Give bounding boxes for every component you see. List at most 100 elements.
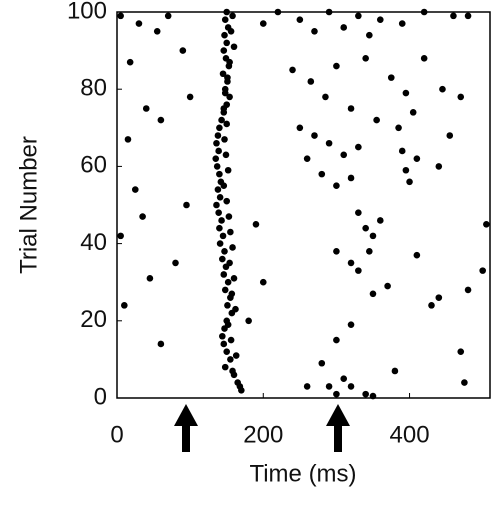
- spike-dot: [420, 8, 428, 16]
- spike-dot: [406, 178, 413, 186]
- spike-dot: [340, 151, 348, 159]
- x-axis-label: Time (ms): [249, 460, 356, 487]
- spike-dot: [227, 228, 234, 236]
- spike-dot: [461, 379, 468, 386]
- spike-dot: [186, 93, 194, 101]
- spike-dot: [183, 201, 190, 209]
- arrow: [326, 404, 350, 452]
- spike-dot: [402, 166, 410, 174]
- spike-dot: [220, 47, 228, 54]
- spike-dot: [219, 232, 227, 240]
- spike-dot: [228, 290, 236, 298]
- spike-dot: [303, 155, 311, 162]
- spike-dot: [221, 286, 229, 294]
- spike-dot: [224, 278, 232, 286]
- spike-dot: [227, 356, 234, 363]
- spike-dot: [216, 224, 223, 232]
- spike-dot: [153, 28, 161, 35]
- spike-dot: [369, 290, 377, 298]
- spike-dot: [333, 248, 340, 255]
- spike-dot: [366, 31, 373, 39]
- spike-dot: [391, 367, 399, 375]
- spike-dot: [420, 55, 428, 62]
- spike-dot: [223, 348, 231, 355]
- spike-dot: [325, 383, 333, 390]
- spike-dot: [439, 85, 446, 93]
- spike-dot: [311, 28, 318, 35]
- spike-dot: [362, 224, 369, 232]
- spike-dot: [216, 193, 224, 201]
- spike-dot: [224, 74, 231, 81]
- spike-dot: [355, 143, 362, 151]
- spike-dot: [142, 105, 150, 112]
- spike-dot: [245, 317, 252, 325]
- spike-dot: [340, 24, 348, 31]
- spike-dot: [223, 39, 231, 47]
- spike-dot: [224, 302, 231, 309]
- spike-dot: [179, 47, 187, 54]
- spike-dot: [464, 12, 472, 20]
- spike-dot: [172, 259, 179, 267]
- spike-dot: [333, 336, 340, 344]
- spike-dot: [221, 16, 229, 24]
- spike-dot: [296, 16, 304, 24]
- spike-dot: [296, 124, 304, 132]
- spike-dot: [117, 12, 124, 20]
- spike-dot: [220, 105, 228, 112]
- spike-dot: [221, 248, 228, 255]
- spike-dot: [216, 124, 223, 132]
- y-tick-label: 40: [80, 229, 107, 256]
- spike-dot: [325, 8, 333, 16]
- spike-dot: [215, 147, 222, 155]
- spike-dot: [325, 139, 333, 147]
- spike-dot: [219, 255, 226, 263]
- spike-dot: [229, 244, 236, 251]
- spike-dot: [347, 259, 355, 267]
- spike-dot: [121, 302, 128, 309]
- spike-dot: [483, 221, 490, 228]
- spike-dot: [366, 248, 373, 255]
- spike-dot: [464, 286, 472, 294]
- spike-dot: [347, 174, 355, 182]
- spike-dot: [214, 132, 222, 139]
- spike-dot: [223, 120, 231, 128]
- spike-dot: [398, 147, 406, 155]
- spike-dot: [311, 132, 318, 139]
- spike-dot: [221, 136, 228, 143]
- spike-dot: [428, 302, 435, 309]
- spike-dot: [212, 155, 220, 162]
- spike-dot: [318, 170, 326, 178]
- y-tick-label: 20: [80, 306, 107, 333]
- spike-dot: [219, 70, 227, 78]
- spike-dot: [355, 209, 362, 217]
- spike-dot: [220, 182, 228, 189]
- spike-dot: [221, 89, 229, 97]
- spike-dot: [226, 259, 233, 267]
- spike-dot: [216, 240, 224, 247]
- spike-dot: [362, 55, 369, 62]
- spike-dot: [289, 66, 296, 74]
- spike-dot: [117, 232, 124, 240]
- spike-dot: [362, 390, 369, 398]
- spike-dot: [369, 232, 377, 240]
- spike-dot: [355, 12, 362, 20]
- spike-dot: [232, 305, 239, 313]
- spike-dot: [223, 8, 231, 16]
- spike-dot: [274, 8, 282, 16]
- spike-dot: [376, 16, 384, 24]
- spike-dot: [226, 93, 233, 101]
- spike-dot: [398, 20, 406, 27]
- spike-dot: [230, 43, 238, 51]
- spike-dot: [124, 136, 132, 143]
- spike-dot: [347, 383, 355, 390]
- spike-dot: [340, 375, 348, 383]
- spike-dot: [224, 321, 232, 328]
- spike-dot: [218, 116, 225, 124]
- spike-dot: [347, 321, 355, 328]
- spike-dot: [373, 116, 380, 124]
- spike-dot: [164, 12, 172, 20]
- spike-dot: [223, 197, 231, 205]
- spike-dot: [157, 340, 165, 348]
- spike-dot: [226, 58, 233, 66]
- spike-dot: [219, 332, 226, 340]
